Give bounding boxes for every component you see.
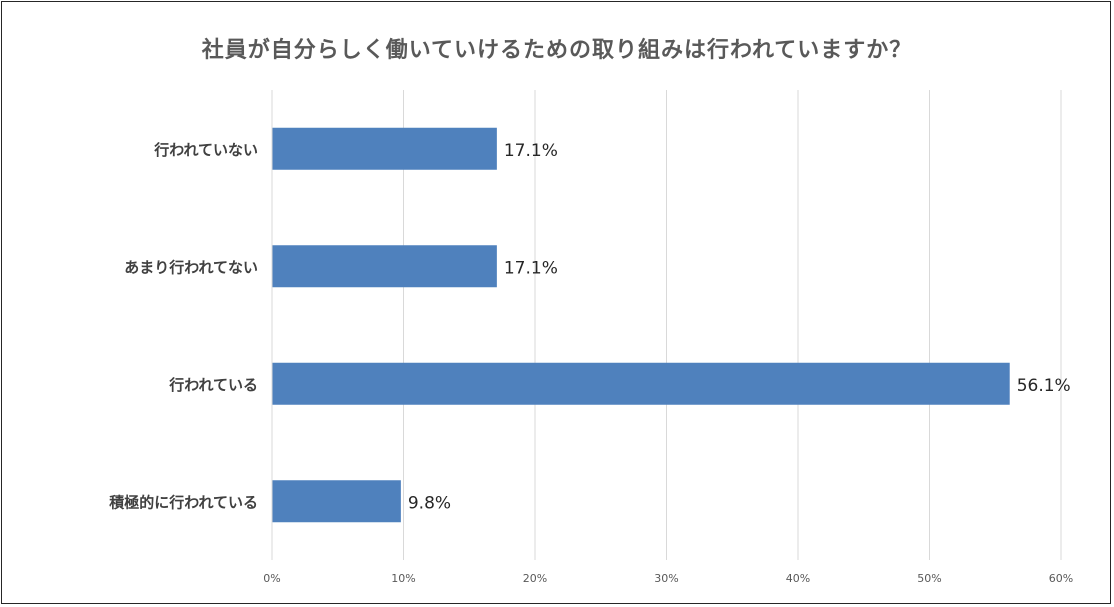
value-label-3: 9.8% xyxy=(408,493,451,513)
category-label-1: あまり行われてない xyxy=(124,258,258,276)
category-label-0: 行われていない xyxy=(153,141,258,159)
category-label-2: 行われている xyxy=(168,376,258,394)
bar-2 xyxy=(272,362,1010,405)
bar-3 xyxy=(272,480,401,523)
value-label-2: 56.1% xyxy=(1017,376,1071,396)
x-tick-label-3: 30% xyxy=(654,572,678,585)
bar-0 xyxy=(272,127,497,170)
x-tick-label-5: 50% xyxy=(917,572,941,585)
x-tick-label-4: 40% xyxy=(786,572,810,585)
value-label-1: 17.1% xyxy=(504,258,558,278)
chart-title: 社員が自分らしく働いていけるための取り組みは行われていますか？ xyxy=(201,38,913,63)
x-tick-label-0: 0% xyxy=(263,572,280,585)
x-tick-label-1: 10% xyxy=(391,572,415,585)
x-tick-label-2: 20% xyxy=(523,572,547,585)
category-label-3: 積極的に行われている xyxy=(108,493,258,511)
x-tick-label-6: 60% xyxy=(1049,572,1073,585)
value-label-0: 17.1% xyxy=(504,141,558,161)
bar-1 xyxy=(272,245,497,288)
